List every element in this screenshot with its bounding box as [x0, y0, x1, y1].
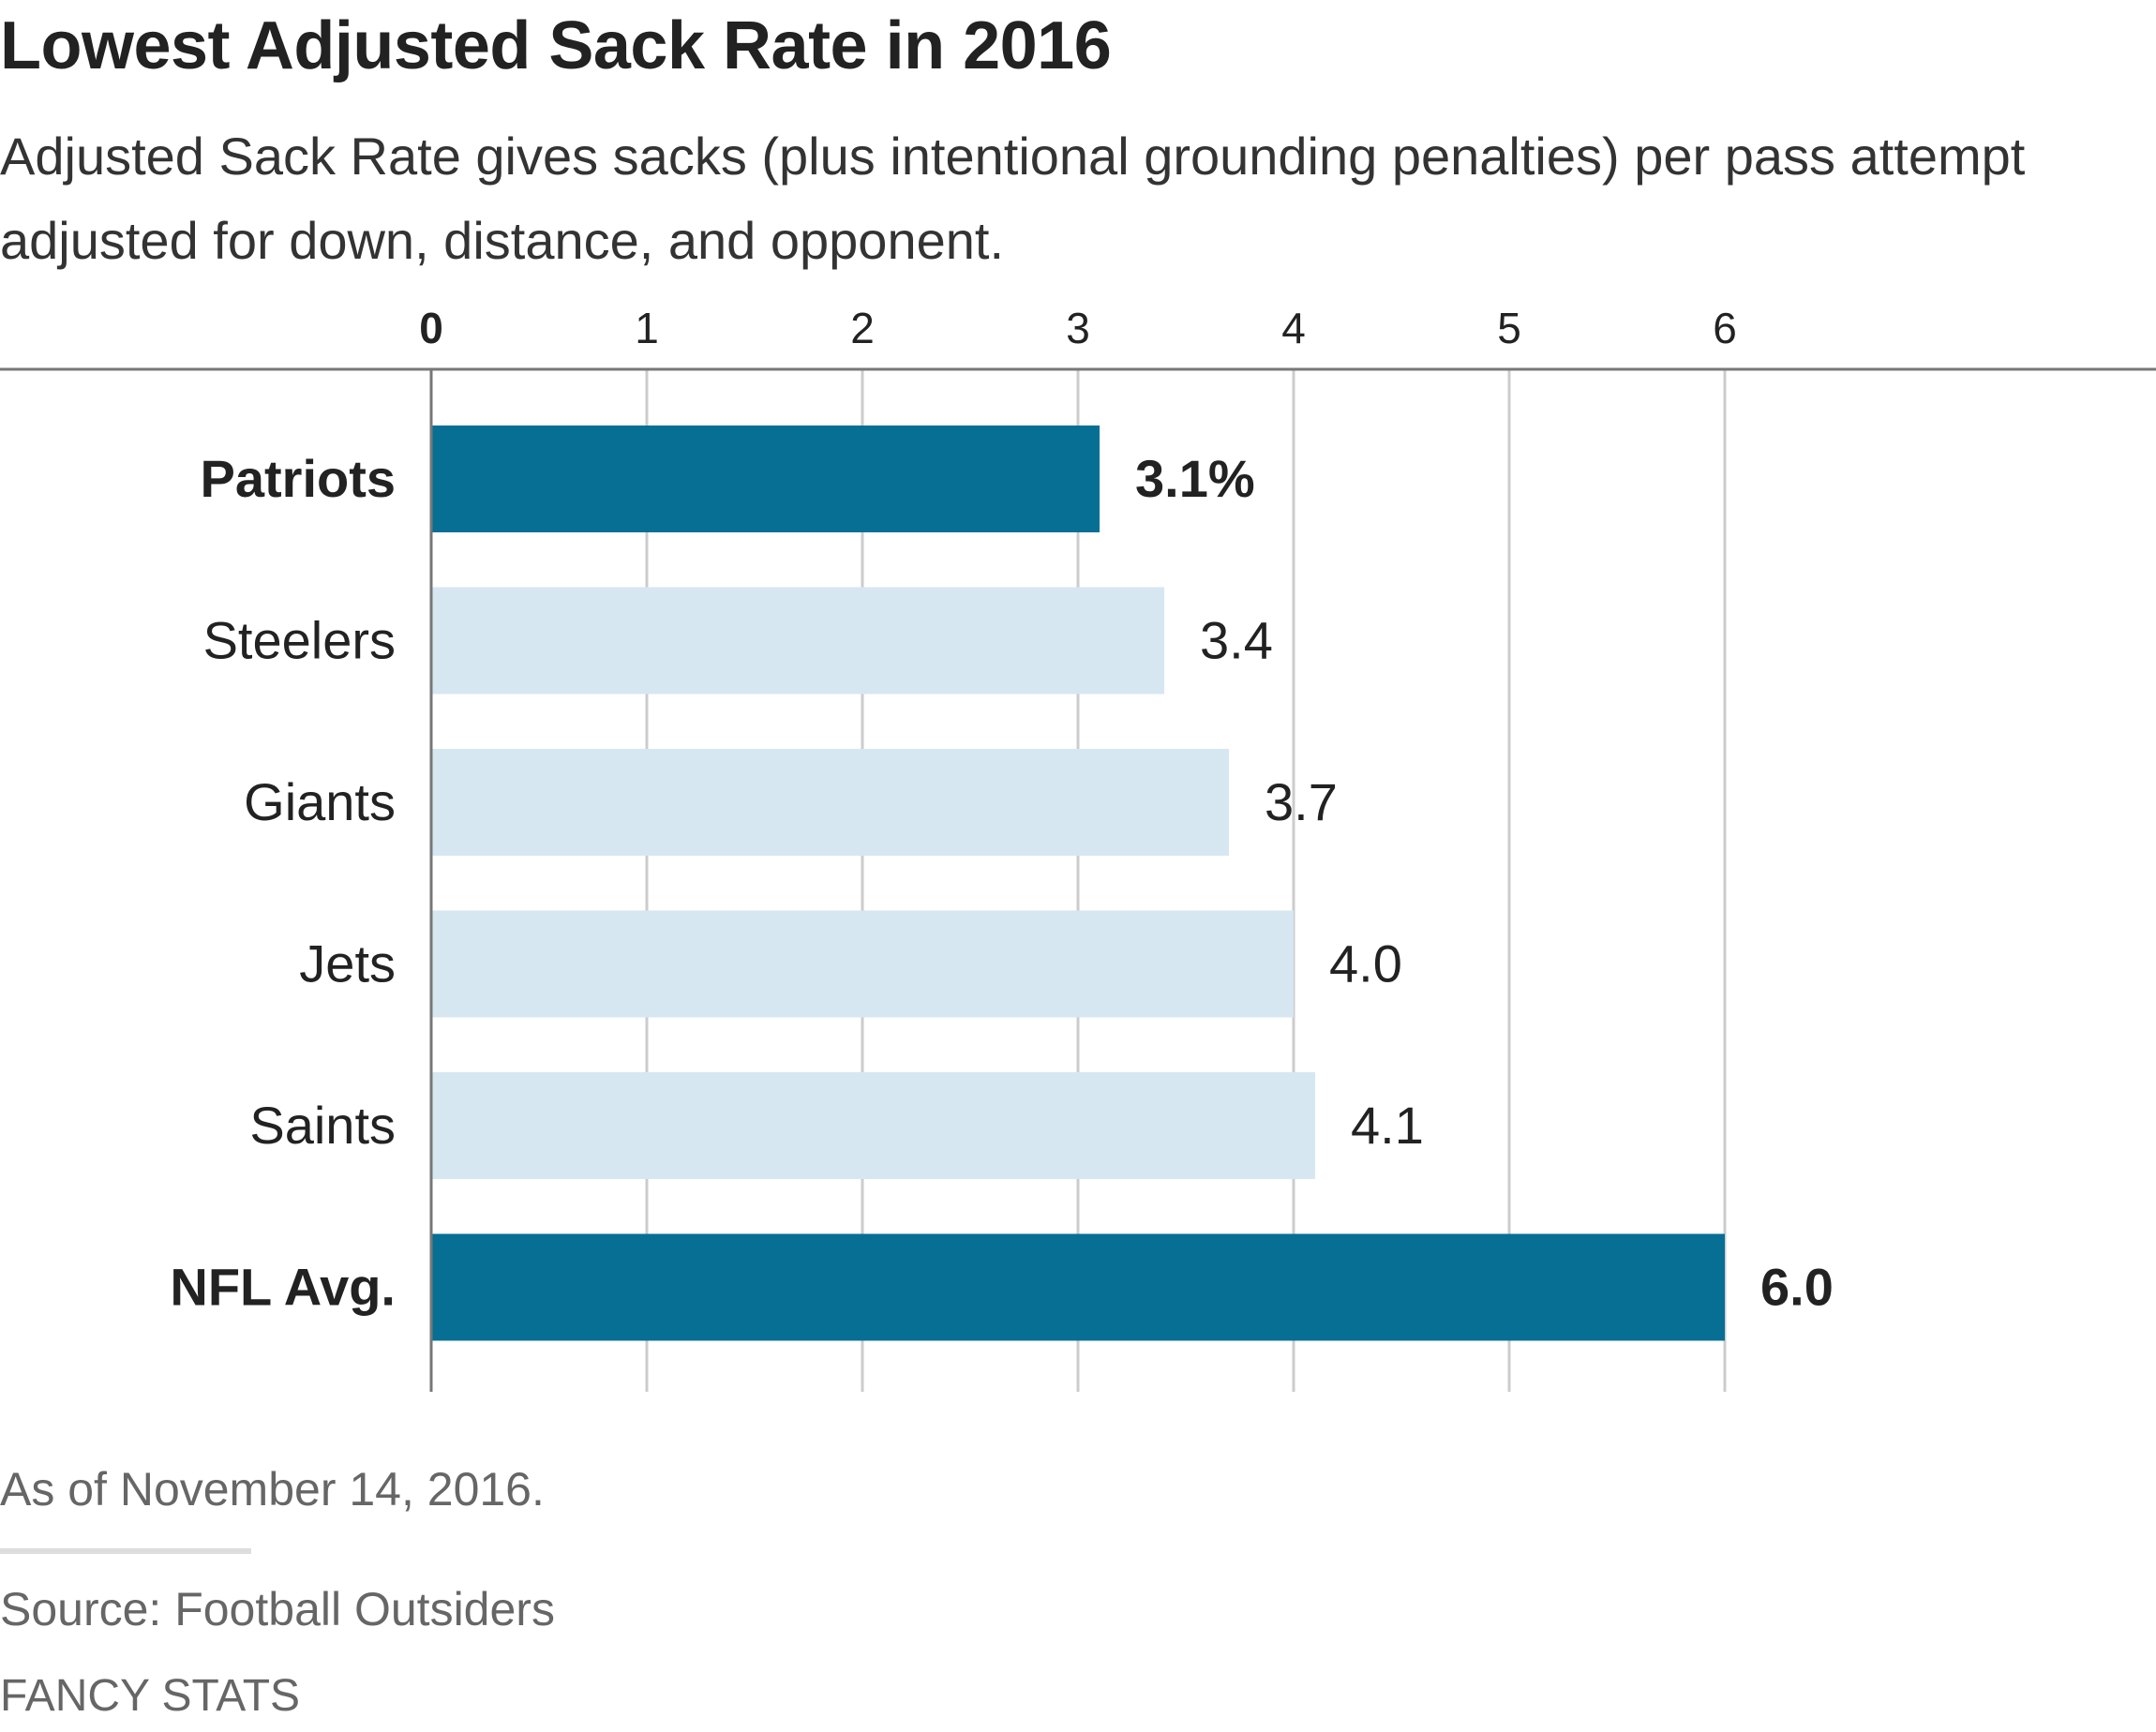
bar [431, 1072, 1315, 1179]
value-label: 3.4 [1200, 611, 1273, 670]
category-label: Saints [249, 1096, 396, 1155]
bar [431, 587, 1164, 694]
x-tick-label: 5 [1497, 304, 1521, 352]
category-label: NFL Avg. [170, 1258, 396, 1317]
category-label: Giants [244, 772, 396, 831]
chart-subtitle: Adjusted Sack Rate gives sacks (plus int… [0, 127, 2026, 270]
category-label: Steelers [203, 611, 396, 670]
x-tick-label: 3 [1066, 304, 1090, 352]
date-note: As of November 14, 2016. [0, 1463, 545, 1516]
value-label: 3.1% [1135, 449, 1255, 508]
value-label: 6.0 [1760, 1258, 1834, 1317]
x-tick-label: 4 [1281, 304, 1306, 352]
bar [431, 426, 1100, 532]
source-line: Source: Football Outsiders [0, 1583, 555, 1635]
bar [431, 910, 1294, 1018]
value-label: 3.7 [1265, 772, 1338, 831]
category-label: Jets [299, 934, 396, 993]
footer-divider [0, 1548, 251, 1554]
bar [431, 1233, 1725, 1341]
bar [431, 749, 1229, 856]
value-label: 4.1 [1351, 1096, 1424, 1155]
bar-chart: 0 1 2 3 4 5 6 Patriots 3.1% Steelers 3.4 Giants 3.7 J… [0, 304, 2156, 1392]
x-tick-label: 2 [850, 304, 875, 352]
category-label: Patriots [201, 449, 397, 508]
x-tick-label: 1 [635, 304, 659, 352]
credit-line: FANCY STATS [0, 1671, 301, 1721]
chart-title: Lowest Adjusted Sack Rate in 2016 [0, 8, 1112, 83]
x-tick-label: 6 [1713, 304, 1737, 352]
value-label: 4.0 [1329, 934, 1402, 993]
x-tick-label: 0 [419, 304, 443, 352]
